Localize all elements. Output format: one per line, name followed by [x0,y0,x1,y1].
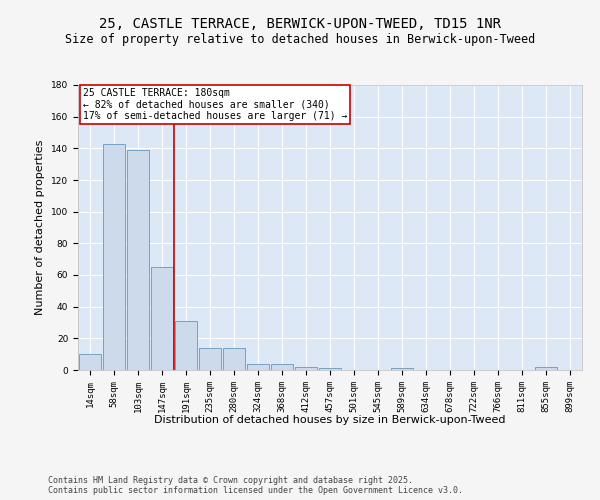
Bar [199,348,221,370]
Bar [223,348,245,370]
Bar [271,364,293,370]
Bar [175,321,197,370]
Text: Size of property relative to detached houses in Berwick-upon-Tweed: Size of property relative to detached ho… [65,32,535,46]
Bar [103,144,125,370]
Bar [247,364,269,370]
Bar [127,150,149,370]
Bar [295,367,317,370]
Bar [535,367,557,370]
Text: Contains HM Land Registry data © Crown copyright and database right 2025.
Contai: Contains HM Land Registry data © Crown c… [48,476,463,495]
Y-axis label: Number of detached properties: Number of detached properties [35,140,46,315]
Bar [79,354,101,370]
Bar [319,368,341,370]
Text: 25 CASTLE TERRACE: 180sqm
← 82% of detached houses are smaller (340)
17% of semi: 25 CASTLE TERRACE: 180sqm ← 82% of detac… [83,88,347,121]
Bar [391,368,413,370]
Text: 25, CASTLE TERRACE, BERWICK-UPON-TWEED, TD15 1NR: 25, CASTLE TERRACE, BERWICK-UPON-TWEED, … [99,18,501,32]
Bar [151,267,173,370]
X-axis label: Distribution of detached houses by size in Berwick-upon-Tweed: Distribution of detached houses by size … [154,415,506,425]
